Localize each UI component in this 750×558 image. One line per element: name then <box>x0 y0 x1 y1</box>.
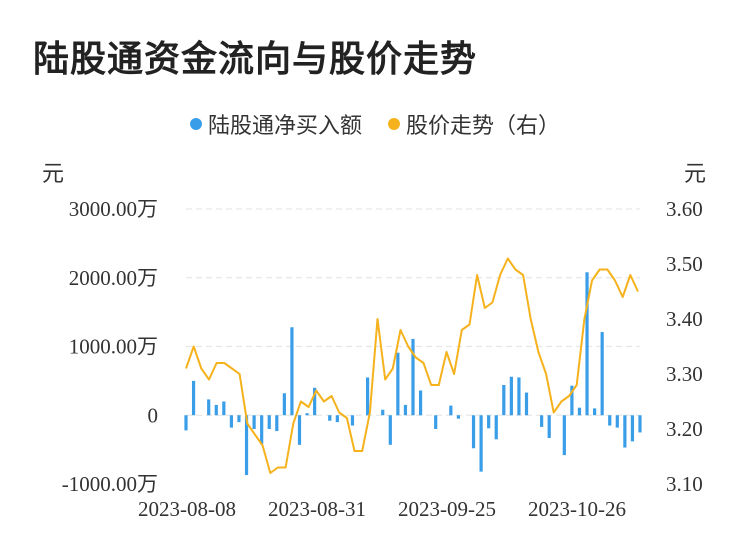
flow-bar <box>396 352 400 416</box>
right-tick-label: 3.20 <box>666 417 703 441</box>
flow-bar <box>328 415 332 421</box>
flow-bar <box>547 415 551 438</box>
flow-bar <box>335 415 339 423</box>
x-tick-label: 2023-08-31 <box>268 497 366 521</box>
flow-bar <box>252 415 256 429</box>
x-tick-label: 2023-08-08 <box>138 497 236 521</box>
flow-bar <box>207 399 211 416</box>
flow-bar <box>366 377 370 416</box>
left-tick-label: 3000.00万 <box>69 197 158 221</box>
right-tick-label: 3.60 <box>666 197 703 221</box>
flow-bar <box>638 415 642 433</box>
flow-bar <box>494 415 498 440</box>
flow-bar <box>479 415 483 472</box>
right-axis-unit: 元 <box>684 162 707 187</box>
flow-bar <box>517 377 521 416</box>
axis-labels: 3000.00万 2000.00万 1000.00万 0 -1000.00万 3.60 3.… <box>62 197 703 521</box>
flow-bar <box>502 385 506 416</box>
legend-item-flow[interactable]: 陆股通净买入额 <box>189 108 362 140</box>
x-tick-label: 2023-10-26 <box>528 497 626 521</box>
flow-bar <box>509 376 513 416</box>
legend-flow-label: 陆股通净买入额 <box>207 114 362 139</box>
flow-bar <box>305 413 309 416</box>
flow-bar <box>237 415 241 423</box>
chart-title: 陆股通资金流向与股价走势 <box>33 39 478 80</box>
flow-bar <box>184 415 188 431</box>
price-line <box>185 257 639 474</box>
flow-bar <box>388 415 392 445</box>
left-tick-label: 1000.00万 <box>69 335 158 359</box>
flow-bar <box>540 415 544 427</box>
price-line-layer <box>185 257 639 474</box>
flow-bar <box>623 415 627 448</box>
flow-bar <box>290 327 294 416</box>
legend-price-label: 股价走势（右） <box>406 114 561 139</box>
flow-bar <box>562 415 566 456</box>
flow-bar <box>585 272 589 416</box>
flow-bar <box>524 392 529 416</box>
left-tick-label: -1000.00万 <box>62 472 158 496</box>
flow-bar <box>600 332 604 416</box>
flow-bar <box>229 415 233 428</box>
left-tick-label: 0 <box>148 403 159 427</box>
flow-bar <box>449 405 453 416</box>
right-tick-label: 3.40 <box>666 307 703 331</box>
flow-bar <box>222 401 226 416</box>
flow-bar <box>434 415 438 429</box>
legend-item-price[interactable]: 股价走势（右） <box>388 108 560 140</box>
flow-bar <box>267 415 271 429</box>
flow-bars <box>184 272 642 476</box>
flow-bar <box>381 409 385 416</box>
x-tick-label: 2023-09-25 <box>398 497 496 521</box>
flow-bar <box>260 415 264 445</box>
right-tick-label: 3.30 <box>666 362 703 386</box>
flow-bar <box>570 385 574 416</box>
legend-flow-marker <box>189 118 202 130</box>
flow-bar <box>214 404 218 416</box>
legend: 陆股通净买入额 股价走势（右） <box>0 108 750 140</box>
right-tick-label: 3.50 <box>666 252 703 276</box>
flow-bar <box>297 415 302 445</box>
flow-bar <box>191 380 196 416</box>
flow-bar <box>275 415 279 432</box>
flow-bar <box>593 408 597 416</box>
flow-bar <box>577 407 582 416</box>
legend-price-marker <box>388 118 400 130</box>
flow-bar <box>350 415 355 426</box>
flow-bar <box>608 415 612 426</box>
flow-bar <box>630 415 635 442</box>
left-tick-label: 2000.00万 <box>69 266 158 290</box>
flow-bar <box>471 415 476 449</box>
flow-bar <box>313 387 317 416</box>
flow-bar <box>615 415 619 428</box>
flow-bar <box>411 338 415 416</box>
flow-bar <box>403 404 408 416</box>
flow-bar <box>244 415 249 476</box>
flow-bar <box>487 415 491 429</box>
flow-bar <box>282 393 286 416</box>
flow-bar <box>418 390 423 416</box>
flow-bar <box>456 415 460 419</box>
left-axis-unit: 元 <box>42 162 65 187</box>
right-tick-label: 3.10 <box>666 472 703 496</box>
